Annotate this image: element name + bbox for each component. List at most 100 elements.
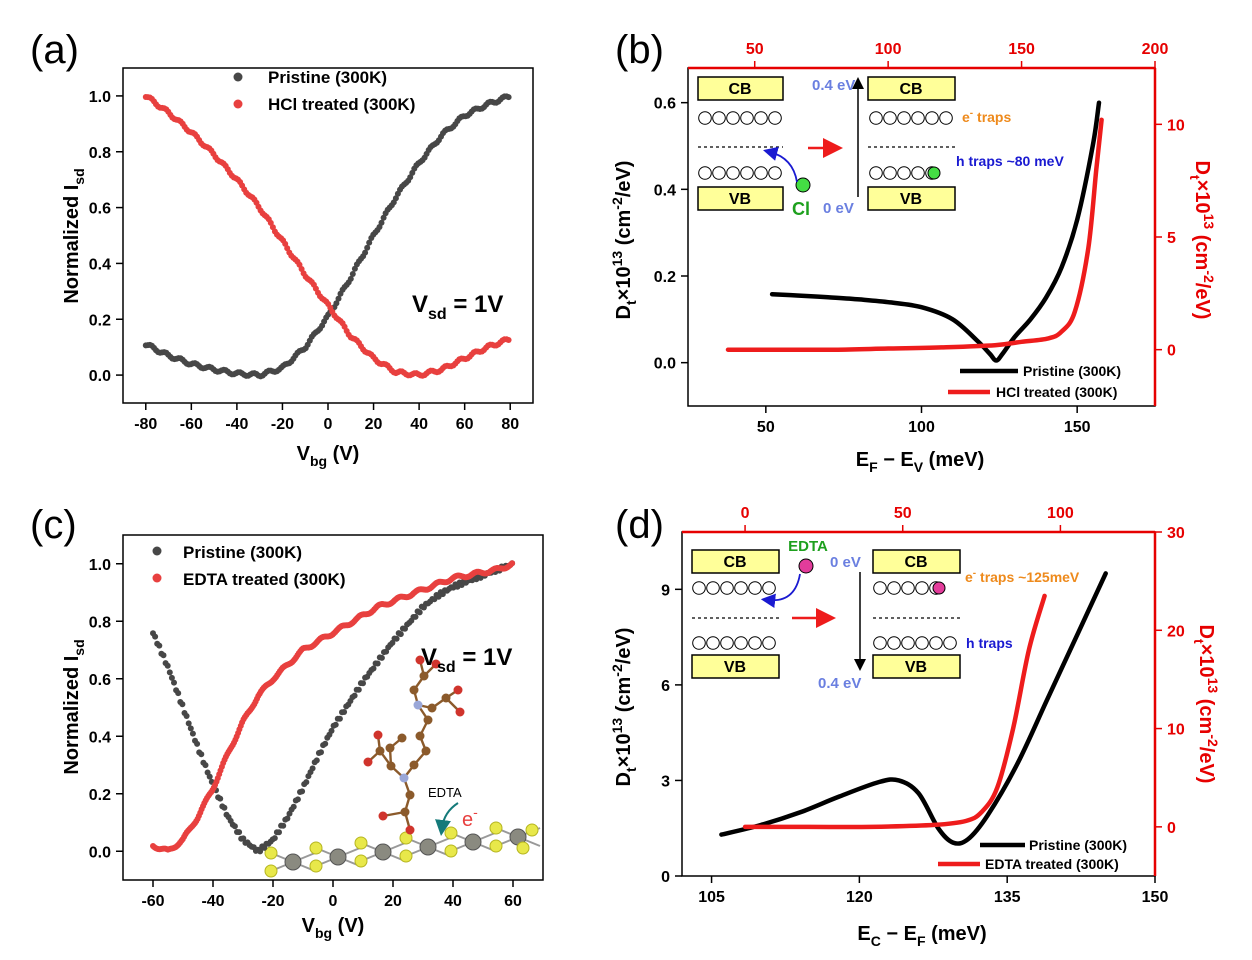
ylabel-main-a: Normalized I bbox=[61, 185, 83, 304]
pristine-a-point-93 bbox=[333, 300, 340, 307]
pristine-c-point-39 bbox=[231, 823, 238, 830]
pristine-c-point-82 bbox=[322, 740, 329, 747]
xlabel-p3-d: (meV) bbox=[926, 923, 987, 945]
energy-top-d: 0 eV bbox=[830, 554, 861, 571]
line-edta-d bbox=[742, 593, 1047, 830]
mol-atom-3 bbox=[399, 773, 409, 783]
sulfur-atom-5b bbox=[489, 839, 503, 853]
pristine-c-point-25 bbox=[202, 762, 209, 769]
mol-atom-2 bbox=[405, 790, 415, 800]
pristine-c-point-107 bbox=[374, 660, 381, 667]
ytick-a-label-4: 0.8 bbox=[89, 145, 111, 162]
yl-p1-b: D bbox=[613, 305, 635, 319]
ylabel-left-b: Dt×1013 (cm-2/eV) bbox=[609, 161, 639, 320]
xtick-a-label-0: -80 bbox=[134, 416, 157, 433]
yr-p1-d: D bbox=[1195, 625, 1217, 639]
sulfur-atom-1b bbox=[309, 859, 323, 873]
yticks-right-b: 0 5 10 bbox=[1155, 117, 1185, 360]
ylabel-c: Normalized Isd bbox=[61, 639, 87, 774]
line-hcl-b bbox=[725, 117, 1104, 353]
pristine-c-point-118 bbox=[397, 631, 404, 638]
xtick-b-label-2: 150 bbox=[1064, 419, 1091, 436]
vsd-tail-a: = 1V bbox=[447, 291, 504, 318]
yr-p4-d: /eV) bbox=[1195, 747, 1217, 784]
sulfur-atom-0a bbox=[264, 846, 278, 860]
xtick-c-label-4: 20 bbox=[384, 893, 402, 910]
xtick-a-label-7: 60 bbox=[456, 416, 474, 433]
pristine-a-point-107 bbox=[362, 249, 369, 256]
panel-label-c: (c) bbox=[30, 503, 77, 547]
trap-b2-2 bbox=[726, 166, 740, 180]
trap-b2-1 bbox=[712, 166, 726, 180]
trap-circles-top-left-d bbox=[692, 581, 776, 595]
vb-label-right-b: VB bbox=[900, 191, 922, 208]
sulfur-atom-2b bbox=[354, 854, 368, 868]
sulfur-atom-4b bbox=[444, 844, 458, 858]
trap-d1-0 bbox=[692, 581, 706, 595]
trap-b2-3 bbox=[740, 166, 754, 180]
xlabel-s2-d: F bbox=[917, 933, 926, 949]
mol-atom-7 bbox=[363, 757, 373, 767]
trap-b4-1 bbox=[883, 166, 897, 180]
trap-d4-3 bbox=[915, 636, 929, 650]
pristine-c-point-73 bbox=[303, 779, 310, 786]
cl-arrow-b bbox=[763, 146, 798, 183]
edta-bound-d bbox=[932, 581, 946, 595]
pristine-a-point-116 bbox=[380, 214, 387, 221]
xlabel-main-c: V bbox=[302, 915, 316, 937]
pristine-c-point-7 bbox=[164, 662, 171, 669]
pristine-c-point-17 bbox=[185, 720, 192, 727]
ylabel-right-b: Dt×1013 (cm-2/eV) bbox=[1187, 161, 1217, 320]
ylabel-a: Normalized Isd bbox=[61, 168, 87, 303]
mol-atom-13 bbox=[409, 685, 419, 695]
sulfur-atom-4a bbox=[444, 826, 458, 840]
legend-pristine-d: Pristine (300K) bbox=[1029, 837, 1127, 853]
xtick-b-label-1: 100 bbox=[908, 419, 935, 436]
xlabel-p1-d: E bbox=[857, 923, 870, 945]
xtick-d-label-3: 150 bbox=[1142, 889, 1169, 906]
edta-inset-c: EDTA e- bbox=[264, 655, 541, 878]
sulfur-atom-3b bbox=[399, 849, 413, 863]
legend-marker-pristine-c bbox=[152, 546, 162, 556]
trap-b2-5 bbox=[768, 166, 782, 180]
legend-pristine-a: Pristine (300K) bbox=[268, 68, 387, 87]
pristine-c-point-91 bbox=[341, 709, 348, 715]
xlabel-p2-b: − E bbox=[878, 449, 914, 471]
edta-dot-d bbox=[798, 558, 814, 574]
trap-circles-top-right-b bbox=[869, 111, 953, 125]
legend-edta-d: EDTA treated (300K) bbox=[985, 856, 1119, 872]
metal-atom-3 bbox=[419, 838, 437, 856]
pristine-c-point-80 bbox=[318, 749, 324, 756]
vsd-main-a: V bbox=[412, 291, 428, 318]
series-pristine-a bbox=[142, 93, 512, 380]
trap-d1-5 bbox=[762, 581, 776, 595]
pristine-c-point-9 bbox=[168, 674, 175, 681]
pristine-c-point-34 bbox=[221, 804, 228, 811]
pristine-a-point-109 bbox=[366, 239, 373, 246]
xlabel-c: Vbg (V) bbox=[302, 915, 365, 941]
ylabel-right-d: Dt×1013 (cm-2/eV) bbox=[1191, 625, 1221, 784]
yr-s1-b: t bbox=[1187, 175, 1203, 180]
trap-circles-bottom-left-d bbox=[692, 636, 776, 650]
yr-p3-d: (cm bbox=[1195, 693, 1217, 734]
pristine-a-point-115 bbox=[378, 219, 385, 226]
pristine-c-point-78 bbox=[313, 757, 320, 764]
pristine-c-point-1 bbox=[152, 633, 159, 640]
metal-atom-1 bbox=[329, 848, 347, 866]
mol-atom-23 bbox=[397, 733, 407, 743]
trap-b4-2 bbox=[897, 166, 911, 180]
ytick-a-label-2: 0.4 bbox=[89, 256, 111, 273]
xtick-c-label-5: 40 bbox=[444, 893, 462, 910]
xticks-b: 50 100 150 bbox=[757, 406, 1091, 436]
trap-b2-4 bbox=[754, 166, 768, 180]
yticks-left-b: 0.0 0.2 0.4 0.6 bbox=[654, 96, 688, 373]
energy-top-b: 0.4 eV bbox=[812, 77, 855, 94]
pristine-c-point-71 bbox=[299, 788, 306, 795]
mol-atom-9 bbox=[421, 746, 431, 756]
xtick-c-label-6: 60 bbox=[504, 893, 522, 910]
vb-label-left-b: VB bbox=[729, 191, 751, 208]
xlabel-p1-b: E bbox=[856, 449, 869, 471]
yticks-left-d: 0 3 6 9 bbox=[661, 582, 682, 886]
pristine-c-point-8 bbox=[166, 669, 173, 676]
